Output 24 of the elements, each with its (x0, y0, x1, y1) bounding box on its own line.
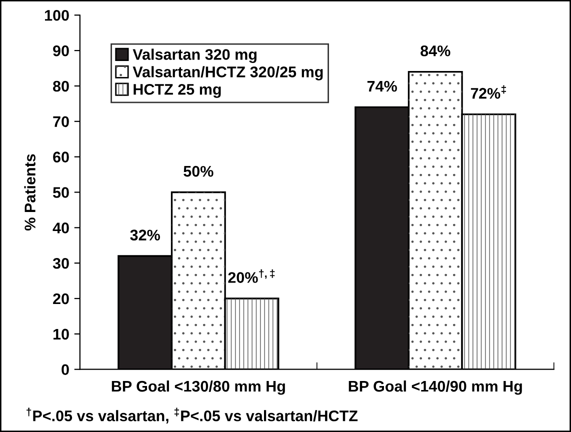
data-label: 32% (130, 230, 160, 241)
y-tick-label: 20 (53, 293, 69, 304)
x-tick-label: BP Goal <140/90 mm Hg (348, 380, 522, 395)
y-tick-label: 30 (52, 258, 69, 269)
legend-label: Valsartan/HCTZ 320/25 mg (132, 66, 323, 80)
text: $^{†}$P<.05 vs valsartan, $^{‡}$P<.05 vs valsartan/HCTZ (26, 408, 358, 424)
data-label: 84% (420, 45, 450, 56)
y-tick-label: 10 (53, 328, 69, 340)
legend-label: Valsartan 320 mg (132, 48, 256, 63)
y-tick-label: 40 (52, 222, 69, 234)
y-tick-label: 90 (53, 45, 69, 56)
y-tick-label: 70 (53, 116, 69, 128)
y-tick-label: 100 (45, 10, 69, 21)
y-axis-title: % Patients (24, 154, 36, 230)
x-tick-label: BP Goal <130/80 mm Hg (112, 380, 285, 395)
data-label: 74% (367, 80, 397, 92)
legend-label: HCTZ 25 mg (134, 84, 221, 98)
data-label: 50% (184, 166, 214, 177)
data-label: 72%$^{‡}$ (470, 85, 506, 99)
data-label: 20%$^{†,‡}$ (228, 269, 275, 283)
y-tick-label: 80 (53, 80, 69, 92)
y-tick-label: 0 (62, 364, 69, 376)
y-tick-label: 50 (53, 187, 69, 198)
y-tick-label: 60 (53, 152, 69, 162)
